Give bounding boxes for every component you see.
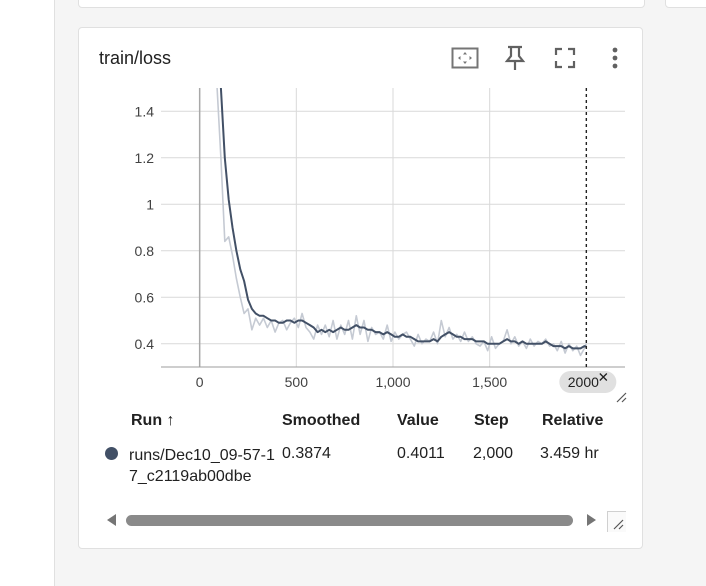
left-panel-edge (0, 0, 55, 586)
x-tick-label: 1,500 (472, 374, 507, 390)
scalar-card: train/loss 0.4 0.6 0.8 1 1.2 1.4 0 500 1,000 1,50… (78, 27, 643, 549)
chart-lines (216, 88, 588, 357)
y-tick-label: 1 (146, 196, 154, 212)
fullscreen-button[interactable] (549, 42, 581, 74)
y-tick-label: 0.4 (135, 336, 155, 352)
horizontal-scrollbar-thumb[interactable] (126, 515, 573, 526)
previous-card-edge (78, 0, 645, 8)
x-tick-label: 1,000 (375, 374, 410, 390)
table-resize-handle[interactable] (607, 511, 626, 532)
hover-step-label: 2000 (568, 374, 599, 390)
resize-grip-icon (613, 519, 624, 530)
fit-domain-button[interactable] (449, 42, 481, 74)
y-tick-label: 0.6 (135, 289, 155, 305)
fit-domain-icon (451, 47, 479, 69)
hover-marker: 2000 (559, 88, 627, 403)
col-header-step[interactable]: Step (474, 412, 509, 429)
run-relative: 3.459 hr (540, 445, 599, 462)
run-smoothed: 0.3874 (282, 445, 331, 462)
col-header-run[interactable]: Run ↑ (131, 412, 175, 429)
pin-icon (504, 45, 526, 70)
run-step: 2,000 (473, 445, 514, 462)
x-tick-label: 500 (285, 374, 309, 390)
scroll-left-arrow[interactable] (107, 514, 116, 526)
raw-loss-line (216, 88, 588, 357)
col-header-relative[interactable]: Relative (542, 412, 604, 429)
col-header-value[interactable]: Value (397, 412, 439, 429)
pin-button[interactable] (499, 42, 531, 74)
y-tick-label: 0.8 (135, 243, 155, 259)
chart-grid (161, 88, 625, 368)
close-icon[interactable] (599, 373, 608, 381)
run-value: 0.4011 (397, 445, 445, 462)
run-name: runs/Dec10_09-57-17_c2119ab00dbe (129, 447, 275, 485)
y-tick-label: 1.2 (135, 150, 155, 166)
scroll-right-arrow[interactable] (587, 514, 596, 526)
neighbor-card-edge (665, 0, 706, 8)
col-header-smoothed[interactable]: Smoothed (282, 412, 361, 429)
smoothed-loss-line (219, 88, 587, 350)
loss-chart[interactable]: 0.4 0.6 0.8 1 1.2 1.4 0 500 1,000 1,500 2000 (79, 28, 642, 408)
fullscreen-icon (554, 47, 576, 69)
more-vert-icon (612, 47, 618, 69)
chart-ticks: 0.4 0.6 0.8 1 1.2 1.4 0 500 1,000 1,500 (135, 103, 508, 390)
x-tick-label: 0 (196, 374, 204, 390)
card-title: train/loss (99, 48, 172, 68)
y-tick-label: 1.4 (135, 103, 155, 119)
chart-resize-grip-icon[interactable] (616, 392, 627, 403)
more-options-button[interactable] (599, 42, 631, 74)
run-color-dot (105, 447, 118, 460)
